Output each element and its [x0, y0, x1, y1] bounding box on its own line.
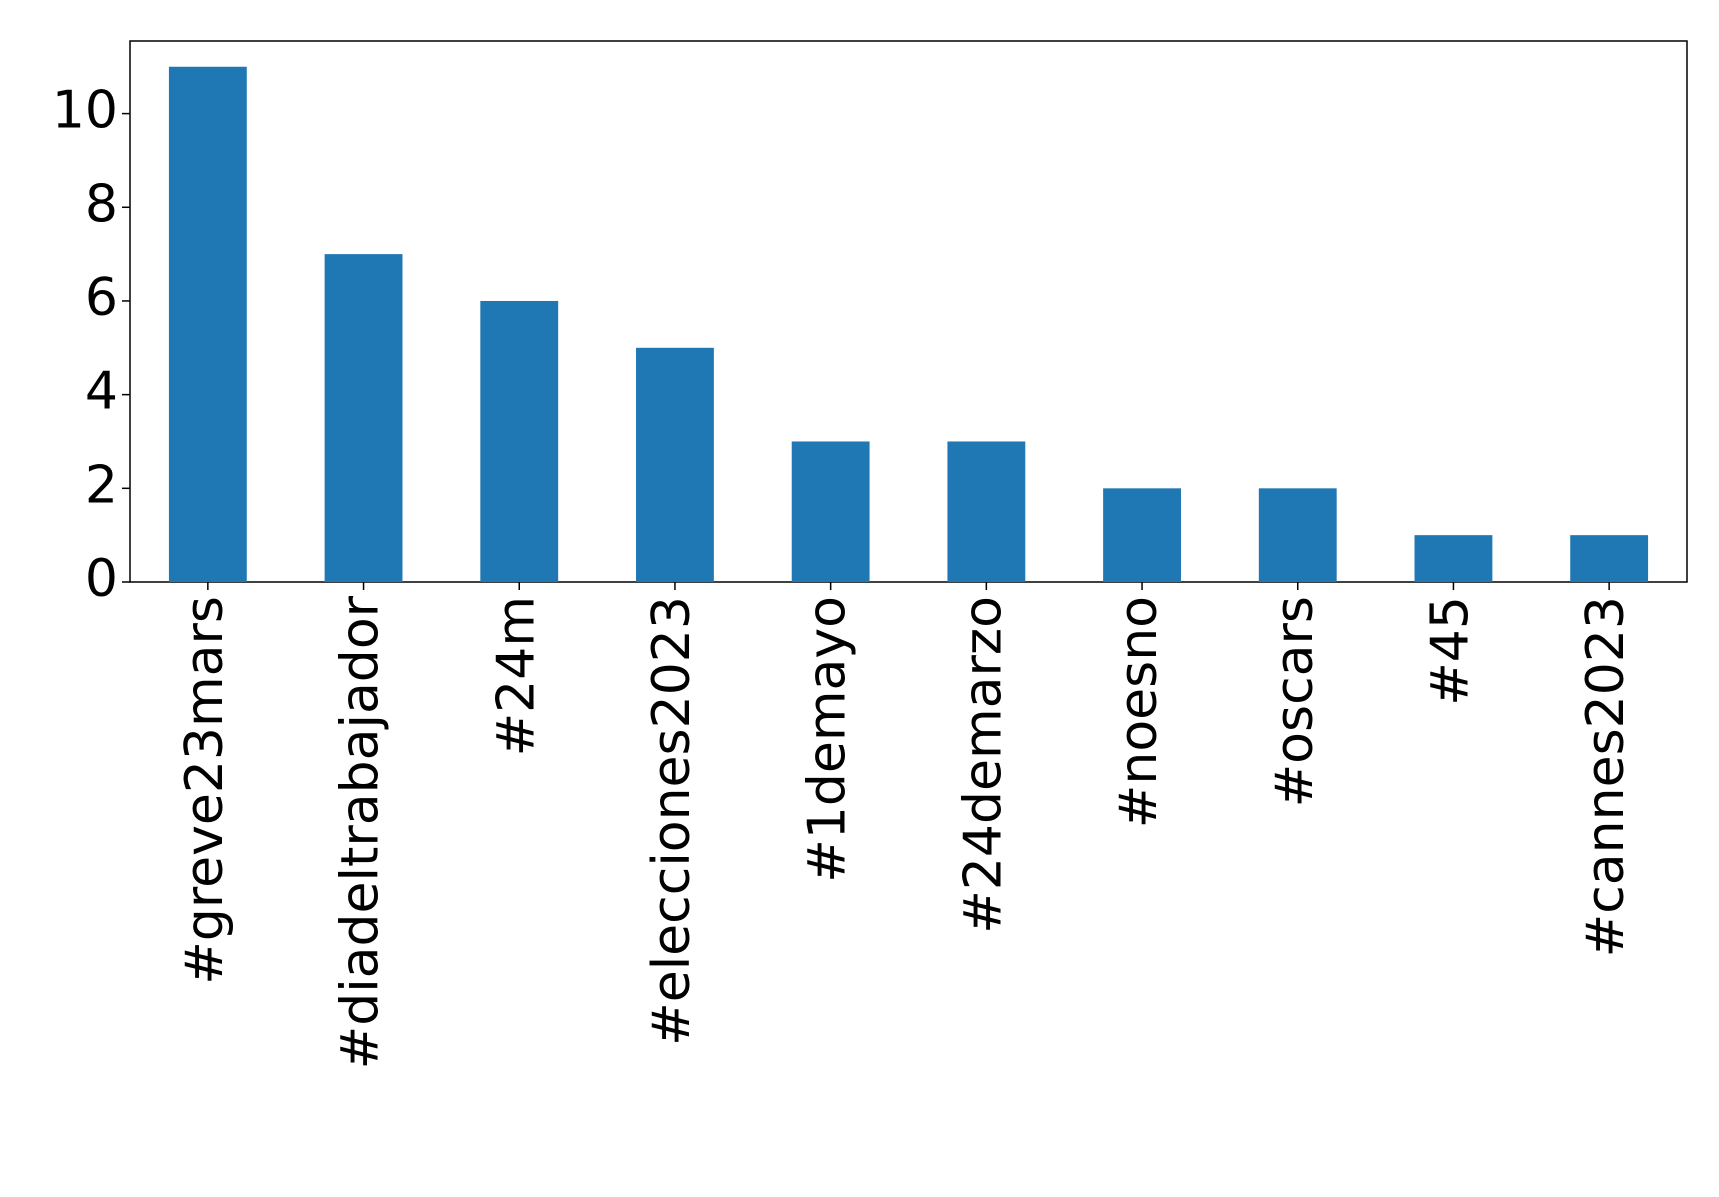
bar [1414, 535, 1493, 582]
bar [168, 66, 247, 582]
y-tick-label: 2 [85, 455, 118, 515]
bar [947, 441, 1026, 582]
x-tick-label: #24demarzo [953, 596, 1013, 934]
x-tick-label: #greve23mars [175, 596, 235, 985]
bar [324, 254, 403, 582]
y-tick-label: 8 [85, 174, 118, 234]
y-tick-label: 0 [85, 549, 118, 609]
bar [1103, 488, 1181, 582]
x-tick-label: #oscars [1265, 596, 1325, 807]
x-tick-label: #24m [486, 596, 546, 756]
y-tick-label: 10 [52, 81, 118, 141]
x-tick-label: #elecciones2023 [642, 596, 702, 1046]
bar [636, 347, 714, 582]
plot-frame [129, 40, 1688, 583]
y-tick-label: 4 [85, 362, 118, 422]
bar [1258, 488, 1337, 582]
x-tick-label: #45 [1420, 596, 1480, 706]
x-tick-label: #diadeltrabajador [331, 595, 391, 1069]
bar [791, 441, 870, 582]
x-tick-label: #noesno [1109, 596, 1169, 828]
y-tick-label: 6 [85, 268, 118, 328]
x-tick-label: #1demayo [798, 596, 858, 883]
bar [480, 300, 559, 582]
x-tick-label: #cannes2023 [1576, 596, 1636, 957]
bar [1570, 535, 1649, 582]
